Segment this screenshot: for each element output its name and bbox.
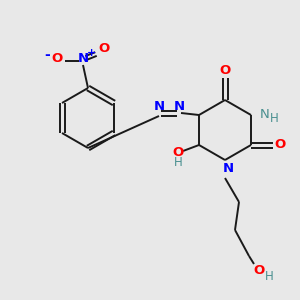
Text: O: O [274, 139, 286, 152]
Text: O: O [254, 263, 265, 277]
Text: +: + [86, 48, 96, 58]
Text: O: O [172, 146, 184, 160]
Text: O: O [51, 52, 63, 65]
Text: N: N [154, 100, 165, 113]
Text: N: N [222, 161, 234, 175]
Text: N: N [173, 100, 184, 113]
Text: N: N [260, 107, 270, 121]
Text: O: O [98, 41, 110, 55]
Text: O: O [219, 64, 231, 77]
Text: H: H [174, 157, 182, 169]
Text: H: H [270, 112, 278, 124]
Text: H: H [265, 269, 273, 283]
Text: -: - [44, 48, 50, 62]
Text: N: N [77, 52, 88, 65]
